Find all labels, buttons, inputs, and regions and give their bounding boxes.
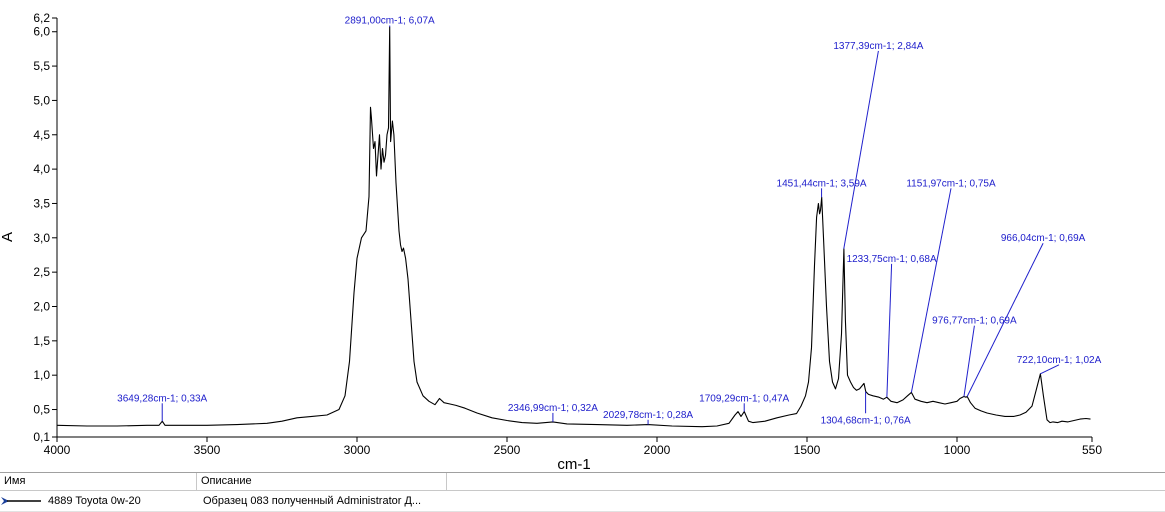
series-layer <box>56 26 1091 428</box>
y-tick-label: 5,5 <box>33 59 50 73</box>
y-tick-label: 6,2 <box>33 11 50 25</box>
y-tick-label: 5,0 <box>33 93 50 107</box>
row-series-description: Образец 083 полученный Administrator Д..… <box>203 495 422 507</box>
x-tick-label: 4000 <box>44 443 71 457</box>
peak-leader-line <box>966 243 1044 397</box>
peak-annotations: 3649,28cm-1; 0,33A 2891,00cm-1; 6,07A 2346… <box>117 15 1101 426</box>
series-line <box>56 26 1091 428</box>
y-tick-label: 4,0 <box>33 162 50 176</box>
table-row[interactable]: 4889 Toyota 0w-20 Образец 083 полученный… <box>0 491 1165 512</box>
y-tick-label: 3,5 <box>33 196 50 210</box>
peak-label[interactable]: 2891,00cm-1; 6,07A <box>345 15 435 26</box>
peak-label[interactable]: 3649,28cm-1; 0,33A <box>117 393 207 404</box>
row-series-name: 4889 Toyota 0w-20 <box>48 495 141 507</box>
y-tick-label: 2,5 <box>33 265 50 279</box>
y-tick-label: 1,0 <box>33 368 50 382</box>
chart-axes <box>56 18 1092 438</box>
y-ticks: 0,1 0,5 1,0 1,5 2,0 2,5 3,0 3,5 4,0 4,5 5,0 5,5 6,06… <box>33 11 57 444</box>
peak-leader-line <box>843 50 879 249</box>
peak-label[interactable]: 722,10cm-1; 1,02A <box>1017 355 1102 366</box>
peak-label[interactable]: 1304,68cm-1; 0,76A <box>821 415 911 426</box>
x-tick-label: 2500 <box>494 443 521 457</box>
peak-label[interactable]: 2029,78cm-1; 0,28A <box>603 410 693 421</box>
y-tick-label: 4,5 <box>33 128 50 142</box>
peak-label[interactable]: 1151,97cm-1; 0,75A <box>906 178 996 189</box>
x-tick-label: 1000 <box>944 443 971 457</box>
peak-leader-line <box>886 263 893 398</box>
y-tick-label: 0,1 <box>33 430 50 444</box>
legend-table: Имя Описание 4889 Toyota 0w-20 Образец 0… <box>0 472 1165 512</box>
column-header-description[interactable]: Описание <box>197 473 447 490</box>
x-tick-label: 3000 <box>344 443 371 457</box>
peak-leader-line <box>1040 364 1060 375</box>
peak-label[interactable]: 966,04cm-1; 0,69A <box>1001 233 1086 244</box>
spectrum-chart: 0,1 0,5 1,0 1,5 2,0 2,5 3,0 3,5 4,0 4,5 5,0 5,5 6,06… <box>0 11 1102 472</box>
y-tick-label: 6,0 <box>33 25 50 39</box>
peak-label[interactable]: 2346,99cm-1; 0,32A <box>508 403 598 414</box>
y-axis-title: A <box>0 232 16 242</box>
y-tick-label: 3,0 <box>33 231 50 245</box>
peak-label[interactable]: 1377,39cm-1; 2,84A <box>833 41 923 52</box>
series-line-marker-icon <box>1 497 41 505</box>
peak-label[interactable]: 1233,75cm-1; 0,68A <box>847 254 937 265</box>
peak-label[interactable]: 1451,44cm-1; 3,59A <box>777 178 867 189</box>
x-tick-label: 2000 <box>644 443 671 457</box>
x-ticks: 4000 3500 3000 2500 2000 1500 1000 550 <box>44 437 1102 457</box>
column-header-name[interactable]: Имя <box>0 473 197 490</box>
legend-header: Имя Описание <box>0 473 1165 491</box>
y-tick-label: 1,5 <box>33 334 50 348</box>
peak-label[interactable]: 1709,29cm-1; 0,47A <box>699 393 789 404</box>
x-tick-label: 3500 <box>194 443 221 457</box>
x-tick-label: 1500 <box>794 443 821 457</box>
x-axis-title: cm-1 <box>557 456 590 472</box>
y-tick-label: 0,5 <box>33 403 50 417</box>
x-tick-label: 550 <box>1082 443 1102 457</box>
peak-leader-line <box>910 188 952 393</box>
peak-leader-line <box>963 325 975 397</box>
y-tick-label: 2,0 <box>33 299 50 313</box>
peak-label[interactable]: 976,77cm-1; 0,69A <box>932 316 1017 327</box>
